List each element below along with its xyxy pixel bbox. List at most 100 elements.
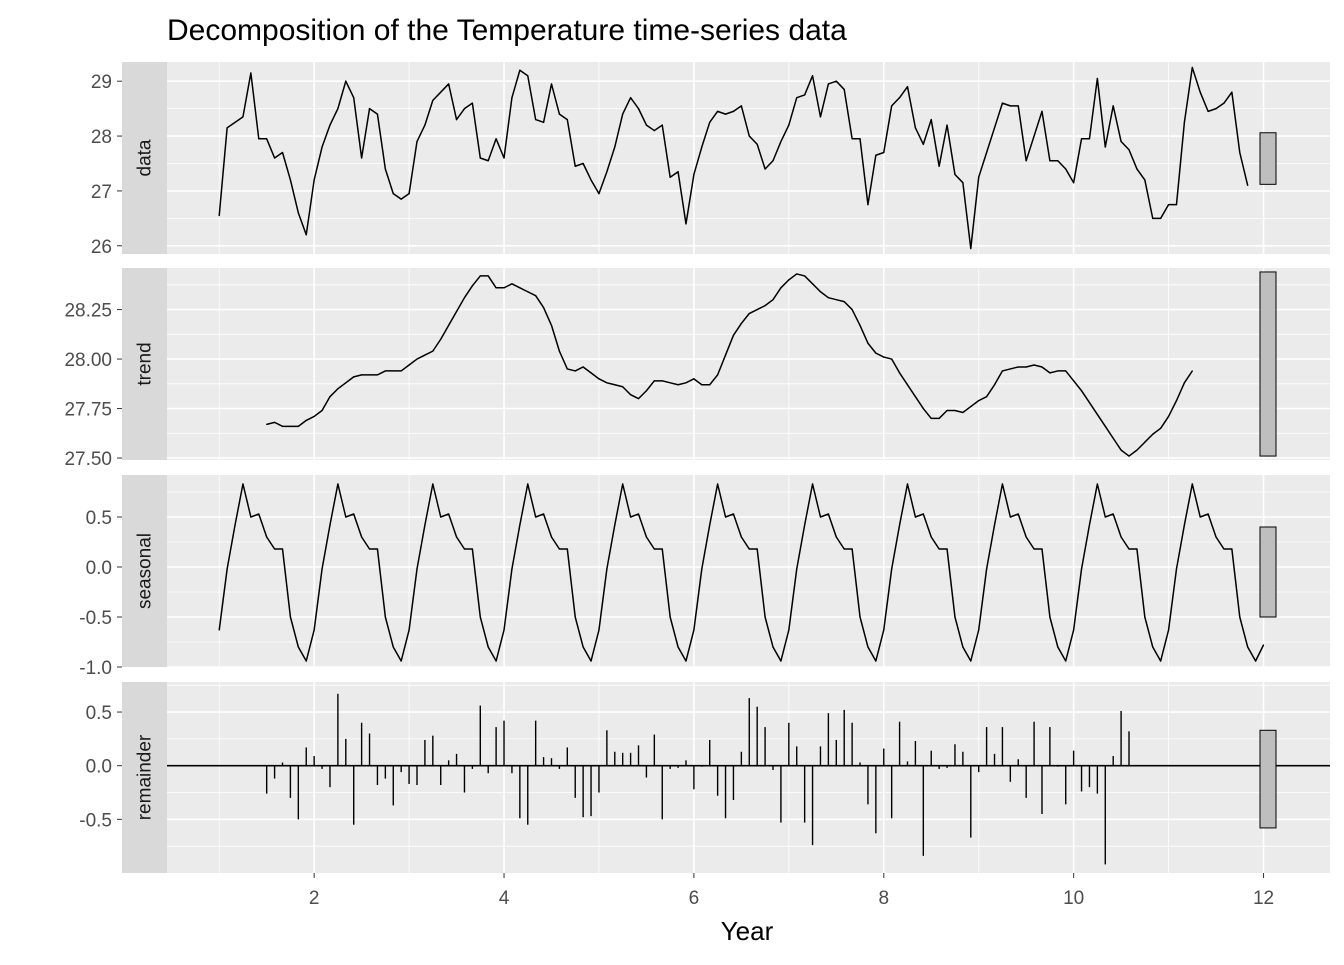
data-point: [986, 396, 988, 398]
chart-title: Decomposition of the Temperature time-se…: [167, 14, 847, 47]
data-point: [1120, 536, 1122, 538]
data-point: [709, 121, 711, 123]
data-point: [906, 384, 909, 386]
data-point: [669, 176, 671, 178]
y-tick-label: 26: [91, 237, 112, 258]
data-point: [281, 151, 284, 154]
data-point: [1144, 616, 1146, 618]
data-point: [273, 421, 276, 423]
data-point: [938, 548, 940, 550]
data-point: [289, 616, 292, 618]
data-point: [266, 536, 268, 538]
data-point: [677, 171, 679, 173]
data-point: [685, 660, 687, 662]
data-point: [218, 629, 220, 631]
data-point: [337, 483, 339, 485]
data-point: [819, 291, 822, 293]
data-point: [1160, 217, 1162, 219]
panel-trend: trend 27.50 27.75 28.00 28.25: [64, 268, 1330, 470]
data-point: [313, 415, 315, 418]
data-point: [558, 113, 561, 115]
data-point: [558, 350, 561, 352]
data-point: [448, 83, 450, 85]
data-point: [384, 168, 386, 170]
data-point: [1112, 105, 1114, 107]
data-point: [574, 370, 576, 372]
data-point: [1215, 536, 1217, 538]
panel-data: data 26 27 28 29: [91, 62, 1330, 258]
data-point: [455, 536, 458, 538]
data-point: [701, 568, 703, 570]
data-point: [788, 124, 790, 126]
series-trend: [266, 273, 1193, 457]
data-point: [432, 350, 434, 352]
data-point: [717, 374, 719, 376]
data-point: [891, 105, 893, 107]
data-point: [946, 409, 948, 412]
data-point: [827, 83, 829, 85]
data-point: [677, 646, 679, 648]
data-point: [590, 372, 592, 374]
data-point: [875, 154, 877, 156]
data-point: [1199, 516, 1201, 518]
data-point: [361, 536, 363, 538]
data-point: [1191, 370, 1193, 372]
data-point: [242, 116, 244, 118]
data-point: [978, 176, 980, 178]
data-point: [519, 69, 521, 71]
data-point: [637, 108, 640, 110]
data-point: [495, 287, 497, 289]
data-point: [717, 483, 719, 485]
range-bar-data: [1259, 132, 1277, 185]
data-point: [954, 616, 956, 618]
data-point: [471, 102, 473, 104]
data-point: [764, 305, 766, 307]
panel-seasonal: seasonal -1.0 -0.5 0.0 0.5: [79, 475, 1330, 679]
data-point: [835, 536, 837, 538]
data-point: [701, 146, 703, 148]
data-point: [1199, 91, 1201, 93]
data-point: [1088, 138, 1091, 140]
data-point: [693, 173, 695, 176]
data-point: [1167, 204, 1170, 206]
data-point: [622, 386, 624, 388]
data-point: [906, 483, 909, 485]
data-point: [1191, 483, 1193, 485]
data-point: [1001, 370, 1004, 372]
data-point: [669, 382, 671, 384]
data-point: [993, 127, 996, 129]
data-point: [226, 568, 228, 570]
data-point: [1096, 77, 1098, 80]
data-point: [827, 513, 829, 515]
x-tick-label: 4: [499, 888, 510, 909]
data-point: [1152, 646, 1154, 648]
data-point: [614, 146, 616, 148]
data-point: [1088, 401, 1091, 404]
data-point: [250, 72, 252, 74]
data-point: [1049, 616, 1051, 618]
data-point: [440, 91, 442, 93]
data-point: [1175, 400, 1178, 402]
data-point: [321, 409, 323, 412]
data-point: [804, 275, 806, 277]
panel-background: [167, 682, 1330, 873]
data-point: [859, 324, 861, 327]
data-point: [685, 223, 687, 225]
data-point: [1104, 146, 1106, 148]
data-point: [914, 516, 917, 518]
strip-label-seasonal: seasonal: [135, 533, 156, 609]
data-point: [432, 99, 434, 101]
data-point: [630, 516, 632, 518]
data-point: [408, 193, 410, 195]
range-bar-seasonal: [1259, 526, 1277, 618]
data-point: [542, 513, 545, 515]
strip-data: [122, 62, 167, 254]
data-point: [898, 372, 901, 374]
data-point: [1096, 483, 1098, 485]
panel-background: [167, 268, 1330, 460]
data-point: [606, 382, 608, 384]
y-tick-label: -0.5: [79, 810, 112, 831]
data-point: [851, 308, 853, 311]
data-point: [384, 370, 386, 372]
